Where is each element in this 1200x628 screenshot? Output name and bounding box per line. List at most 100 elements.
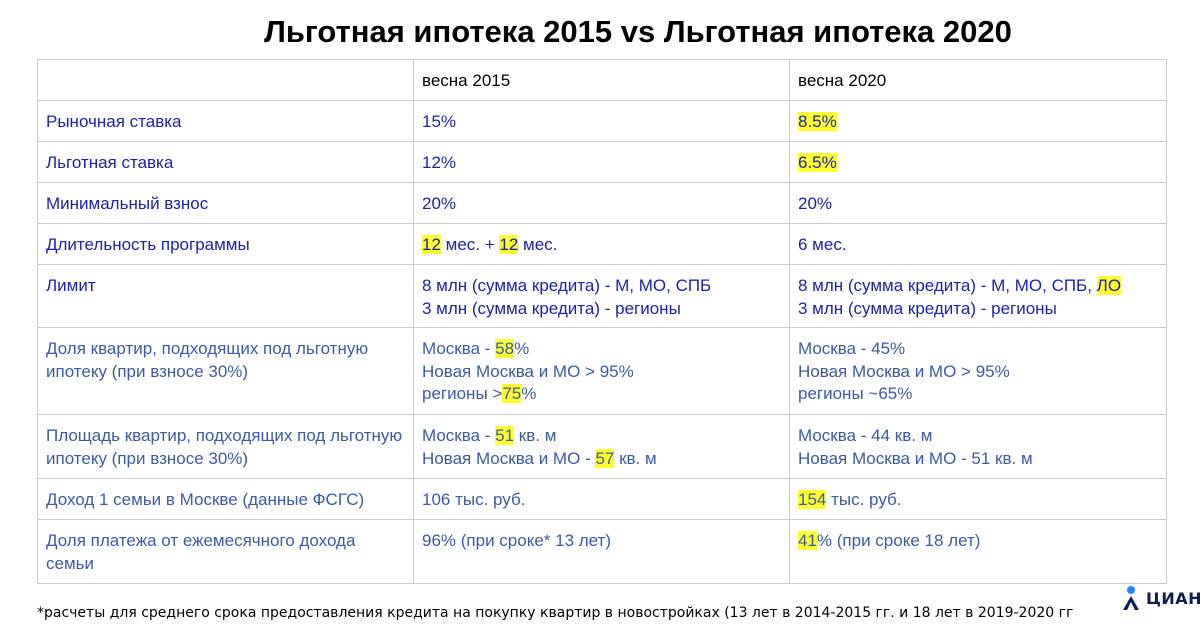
text-segment: мес. + xyxy=(440,235,500,254)
cell-line: регионы ~65% xyxy=(798,383,1158,406)
text-segment: % (при сроке 18 лет) xyxy=(816,531,981,550)
cell-line: регионы >75% xyxy=(422,383,781,406)
cell-line: 20% xyxy=(798,193,1158,216)
cell-line: Москва - 45% xyxy=(798,338,1158,361)
value-cell-2015: Москва - 51 кв. м Новая Москва и МО - 57 … xyxy=(413,414,790,479)
text-segment: 8 млн (сумма кредита) - М, МО, СПБ, xyxy=(798,276,1097,295)
value-cell-2015: 106 тыс. руб. xyxy=(413,478,790,520)
table-row: Доход 1 семьи в Москве (данные ФСГС) 106 … xyxy=(37,478,1167,520)
highlighted-value: 51 xyxy=(495,426,515,445)
cian-logo-text: ЦИАН xyxy=(1146,588,1200,608)
cell-line: 15% xyxy=(422,111,781,134)
highlighted-value: 154 xyxy=(798,490,827,509)
cell-line: 8.5% xyxy=(798,111,1158,134)
value-cell-2020: Москва - 45% Новая Москва и МО > 95% регио… xyxy=(789,327,1167,415)
value-cell-2020: 6.5% xyxy=(789,141,1167,183)
text-segment: Новая Москва и МО > 95% xyxy=(798,361,1010,381)
cell-line: 96% (при сроке* 13 лет) xyxy=(422,530,781,553)
cian-logo: ЦИАН xyxy=(1121,584,1200,612)
text-segment: 3 млн (сумма кредита) - регионы xyxy=(422,298,681,318)
cell-line: Новая Москва и МО - 51 кв. м xyxy=(798,448,1158,471)
text-segment: Новая Москва и МО - xyxy=(422,448,596,468)
cian-logo-icon xyxy=(1123,586,1139,610)
table-header-row: весна 2015 весна 2020 xyxy=(37,59,1167,101)
text-segment: Москва - 44 кв. м xyxy=(798,426,933,445)
text-segment: Москва - xyxy=(422,426,496,445)
value-cell-2015: Москва - 58% Новая Москва и МО > 95% регио… xyxy=(413,327,790,415)
highlighted-value: 57 xyxy=(595,448,615,468)
row-label: Минимальный взнос xyxy=(37,182,414,224)
row-label: Доля квартир, подходящих под льготную ип… xyxy=(37,327,414,415)
row-label: Длительность программы xyxy=(37,223,414,265)
value-cell-2015: 8 млн (сумма кредита) - М, МО, СПБ 3 млн … xyxy=(413,264,790,328)
text-segment: тыс. руб. xyxy=(826,490,902,509)
table-row: Рыночная ставка 15% 8.5% xyxy=(37,100,1167,142)
text-segment: регионы > xyxy=(422,384,503,403)
cell-line: 12 мес. + 12 мес. xyxy=(422,234,781,257)
cell-line: 154 тыс. руб. xyxy=(798,489,1158,512)
text-segment: 96% (при сроке* 13 лет) xyxy=(422,531,612,550)
table-row: Льготная ставка 12% 6.5% xyxy=(37,141,1167,183)
footnote: *расчеты для среднего срока предоставлен… xyxy=(37,605,1074,621)
cell-line: Новая Москва и МО > 95% xyxy=(798,361,1158,384)
header-cell-2015: весна 2015 xyxy=(413,59,790,101)
table-row: Доля квартир, подходящих под льготную ип… xyxy=(37,327,1167,415)
value-cell-2020: 41% (при сроке 18 лет) xyxy=(789,519,1167,584)
cell-line: Новая Москва и МО - 57 кв. м xyxy=(422,448,781,471)
highlighted-value: 41 xyxy=(798,531,817,550)
row-label: Лимит xyxy=(37,264,414,328)
text-segment: Москва - xyxy=(422,339,496,358)
table-row: Доля платежа от ежемесячного дохода семь… xyxy=(37,519,1167,584)
highlighted-value: 12 xyxy=(499,235,519,254)
text-segment: регионы ~65% xyxy=(798,384,913,403)
cell-line: 3 млн (сумма кредита) - регионы xyxy=(422,298,781,321)
text-segment: Новая Москва и МО - 51 кв. м xyxy=(798,448,1033,468)
header-cell-empty xyxy=(37,59,414,101)
text-segment: 6 мес. xyxy=(798,235,847,254)
highlighted-value: 6.5% xyxy=(798,153,837,172)
cell-line: Москва - 51 кв. м xyxy=(422,425,781,448)
comparison-table: весна 2015 весна 2020 Рыночная ставка 15%… xyxy=(37,59,1167,584)
row-label: Площадь квартир, подходящих под льготную… xyxy=(37,414,414,479)
row-label: Доля платежа от ежемесячного дохода семь… xyxy=(37,519,414,584)
value-cell-2015: 20% xyxy=(413,182,790,224)
header-cell-2020: весна 2020 xyxy=(789,59,1167,101)
text-segment: мес. xyxy=(518,235,558,254)
value-cell-2015: 12 мес. + 12 мес. xyxy=(413,223,790,265)
cell-line: 6 мес. xyxy=(798,234,1158,257)
value-cell-2015: 15% xyxy=(413,100,790,142)
text-segment: 106 тыс. руб. xyxy=(422,490,526,509)
cell-line: 20% xyxy=(422,193,781,216)
value-cell-2020: 20% xyxy=(789,182,1167,224)
value-cell-2020: 8 млн (сумма кредита) - М, МО, СПБ, ЛО 3 … xyxy=(789,264,1167,328)
highlighted-value: 8.5% xyxy=(798,112,837,131)
page-title: Льготная ипотека 2015 vs Льготная ипотек… xyxy=(264,14,1012,49)
table-row: Минимальный взнос 20% 20% xyxy=(37,182,1167,224)
text-segment: 20% xyxy=(422,194,457,213)
cell-line: 106 тыс. руб. xyxy=(422,489,781,512)
cell-line: 41% (при сроке 18 лет) xyxy=(798,530,1158,553)
highlighted-value: 75 xyxy=(502,384,522,403)
highlighted-value: ЛО xyxy=(1096,276,1122,295)
value-cell-2020: 154 тыс. руб. xyxy=(789,478,1167,520)
table-row: Длительность программы 12 мес. + 12 мес. 6… xyxy=(37,223,1167,265)
text-segment: 15% xyxy=(422,112,457,131)
table-row: Площадь квартир, подходящих под льготную… xyxy=(37,414,1167,479)
text-segment: 12% xyxy=(422,153,457,172)
text-segment: % xyxy=(521,384,537,403)
value-cell-2015: 12% xyxy=(413,141,790,183)
text-segment: % xyxy=(514,339,530,358)
text-segment: 20% xyxy=(798,194,833,213)
cell-line: Новая Москва и МО > 95% xyxy=(422,361,781,384)
highlighted-value: 12 xyxy=(422,235,441,254)
table-row: Лимит 8 млн (сумма кредита) - М, МО, СПБ 3… xyxy=(37,264,1167,328)
text-segment: 3 млн (сумма кредита) - регионы xyxy=(798,298,1057,318)
row-label: Доход 1 семьи в Москве (данные ФСГС) xyxy=(37,478,414,520)
value-cell-2020: 8.5% xyxy=(789,100,1167,142)
value-cell-2020: Москва - 44 кв. м Новая Москва и МО - 51 … xyxy=(789,414,1167,479)
highlighted-value: 58 xyxy=(495,339,515,358)
text-segment: Новая Москва и МО > 95% xyxy=(422,361,634,381)
value-cell-2020: 6 мес. xyxy=(789,223,1167,265)
cell-line: 12% xyxy=(422,152,781,175)
cell-line: 8 млн (сумма кредита) - М, МО, СПБ, ЛО xyxy=(798,275,1158,298)
